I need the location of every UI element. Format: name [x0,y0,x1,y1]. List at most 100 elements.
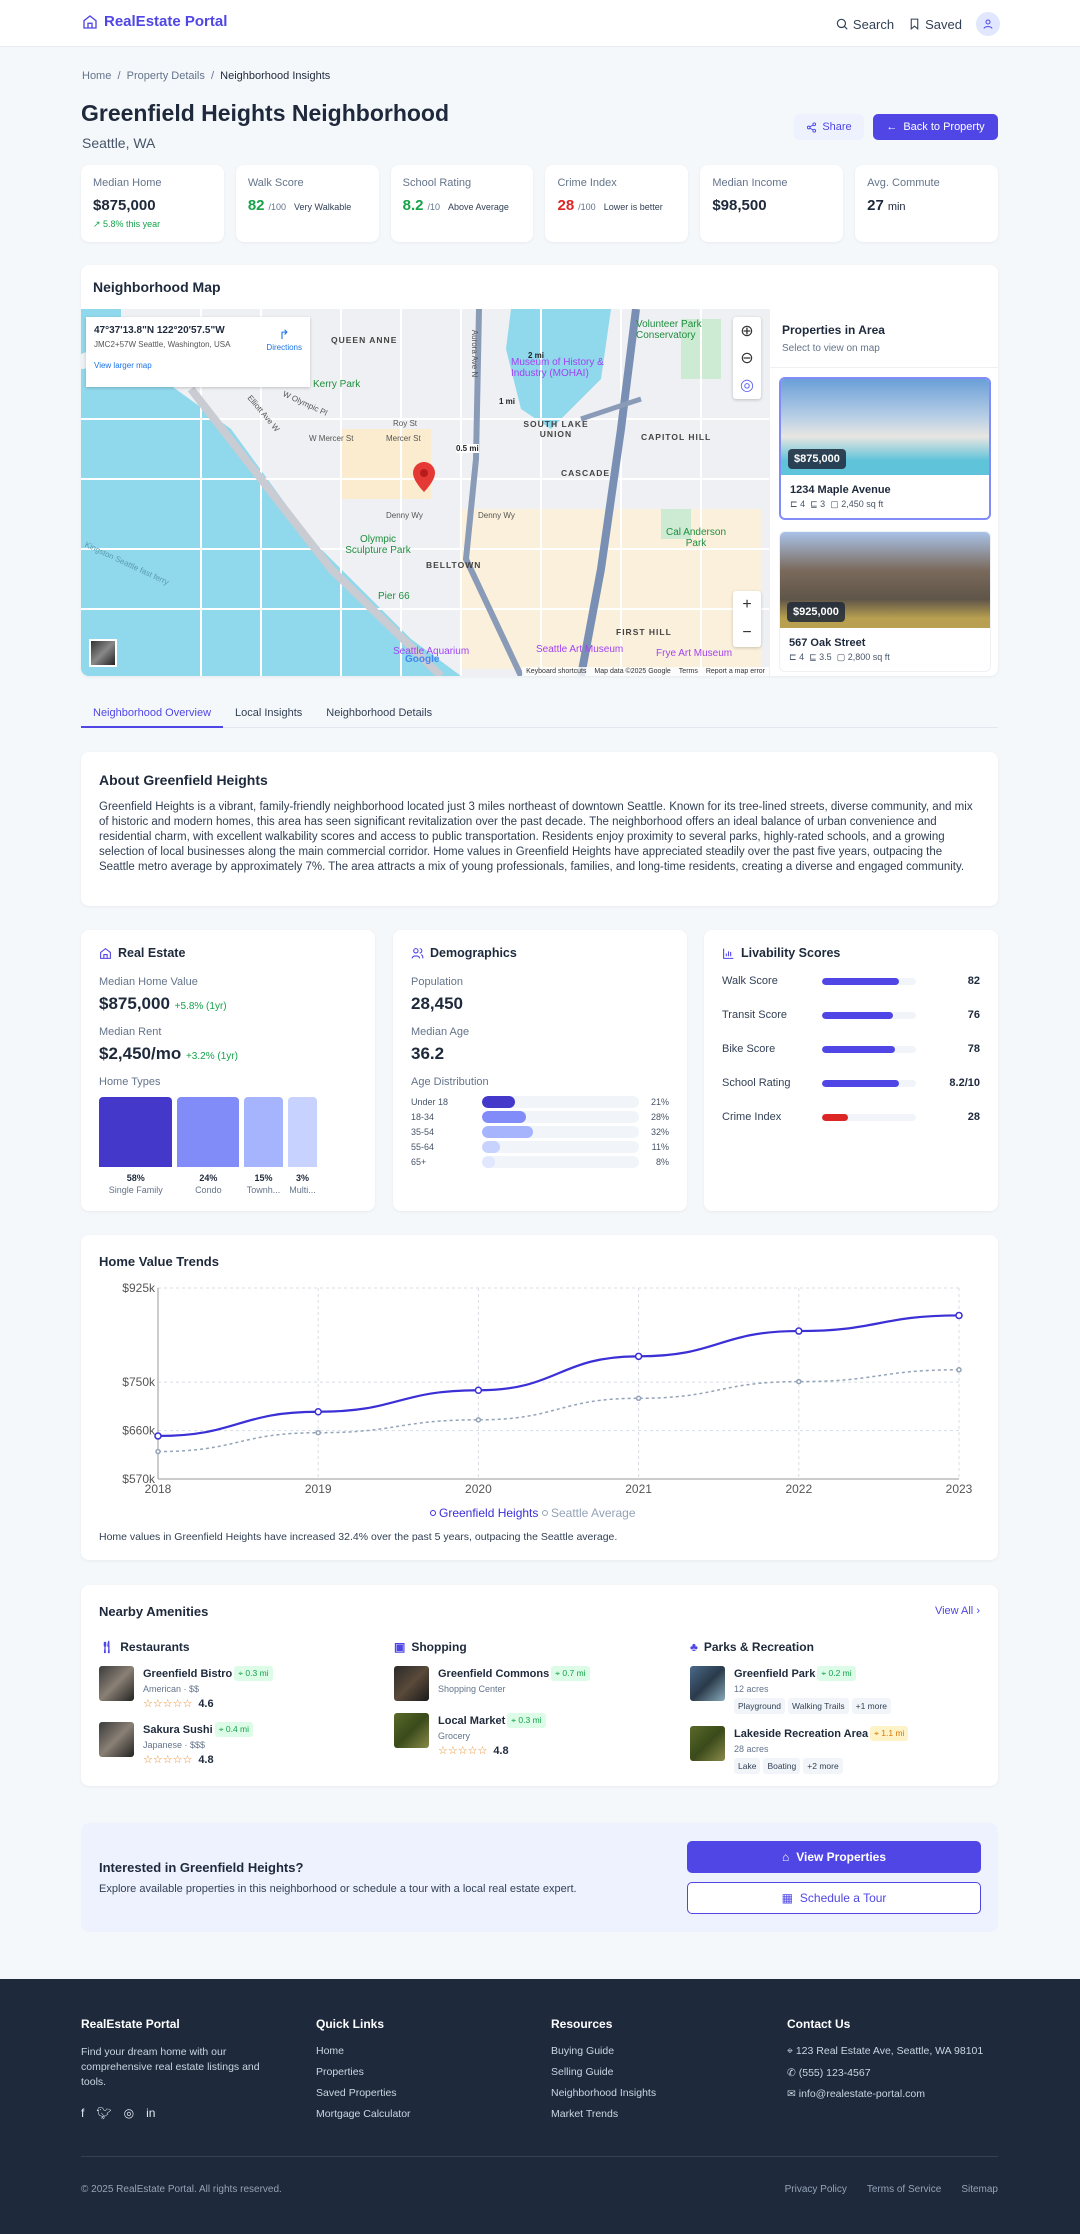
share-button[interactable]: Share [794,114,864,140]
tab-local-insights[interactable]: Local Insights [235,707,303,719]
amenity-item[interactable]: Greenfield Bistro ⌖ 0.3 mi American · $$ ☆☆… [99,1666,379,1710]
stat-unit: min [887,201,906,213]
twitter-icon[interactable]: 🐦︎ [96,2106,112,2120]
footer-link-home[interactable]: Home [316,2045,345,2057]
footer-link-insights[interactable]: Neighborhood Insights [551,2087,657,2099]
user-avatar[interactable] [976,12,1000,36]
amenity-thumbnail [690,1666,725,1701]
median-age-value: 36.2 [411,1044,445,1063]
data-point [635,1395,642,1402]
property-card[interactable]: $925,000 567 Oak Street ⊏ 4 ⊑ 3.5 ▢ 2,80… [779,531,991,672]
sqft: 2,450 sq ft [841,499,884,509]
bath-icon: ⊑ [810,499,818,509]
satellite-toggle[interactable] [89,639,117,667]
amenity-tags: Lake Boating +2 more [734,1758,908,1774]
brand-logo[interactable]: RealEstate Portal [82,13,227,30]
rating: ☆☆☆☆☆ 4.8 [438,1744,546,1758]
livability-label: Bike Score [722,1043,776,1055]
livability-label: Walk Score [722,975,778,987]
zoom-minus-button[interactable]: − [742,624,752,641]
map-pin-icon: ⌖ [238,1668,246,1678]
amenity-column: ♣ Parks & Recreation Greenfield Park ⌖ 0.2 … [690,1640,970,1774]
footer-link-trends[interactable]: Market Trends [551,2108,619,2120]
amenities-title: Nearby Amenities [99,1604,209,1619]
property-image: $925,000 [780,532,990,628]
zoom-out-icon[interactable]: ⊖ [740,349,754,367]
directions-label: Directions [266,343,302,352]
sitemap-link[interactable]: Sitemap [961,2184,998,2195]
contact-email[interactable]: info@realestate-portal.com [798,2088,925,2100]
terms-link[interactable]: Terms of Service [866,2184,942,2195]
contact-address: 123 Real Estate Ave, Seattle, WA 98101 [795,2045,984,2057]
tab-neighborhood-overview[interactable]: Neighborhood Overview [81,700,224,728]
directions-button[interactable]: ↱ Directions [266,327,302,352]
arrow-left-icon: ← [886,121,898,133]
map-label: Denny Wy [478,511,515,520]
tab-neighborhood-details[interactable]: Neighborhood Details [326,707,433,719]
schedule-tour-button[interactable]: ▦ Schedule a Tour [687,1882,981,1914]
map-embed[interactable]: QUEEN ANNE Kerry Park Museum of History … [81,309,769,676]
stat-unit: /10 [427,202,441,212]
amenity-item[interactable]: Greenfield Park ⌖ 0.2 mi 12 acres Playgroun… [690,1666,970,1714]
zoom-plus-button[interactable]: + [742,596,752,613]
cta-text: Explore available properties in this nei… [99,1883,577,1895]
age-bar-track [482,1155,640,1168]
distance-badge: ⌖ 0.4 mi [214,1722,254,1737]
footer-link-selling[interactable]: Selling Guide [551,2066,614,2078]
distance-badge: ⌖ 0.7 mi [551,1666,590,1681]
card-title: Demographics [430,946,517,960]
privacy-link[interactable]: Privacy Policy [784,2184,847,2195]
map-data-text: Map data ©2025 Google [594,668,671,675]
search-link[interactable]: Search [835,17,894,32]
map-label: SOUTH LAKE UNION [523,419,589,439]
facebook-icon[interactable]: f [81,2106,85,2120]
amenity-item[interactable]: Local Market ⌖ 0.3 mi Grocery ☆☆☆☆☆ 4.8 [394,1713,674,1757]
age-bar-track [482,1125,640,1138]
amenity-item[interactable]: Greenfield Commons ⌖ 0.7 mi Shopping Cente… [394,1666,674,1701]
breadcrumb-property-details[interactable]: Property Details [126,70,205,82]
terms-link[interactable]: Terms [678,668,698,675]
livability-value: 82 [967,975,980,987]
view-properties-button[interactable]: ⌂ View Properties [687,1841,981,1873]
legend-label: Greenfield Heights [439,1506,538,1520]
linkedin-icon[interactable]: in [146,2106,156,2120]
back-label: Back to Property [903,121,985,133]
data-point [474,1386,483,1394]
amenity-name: Lakeside Recreation Area [734,1727,869,1740]
age-distribution-chart: Under 18 21% 18-34 28% 35-54 32% 55-64 11% 65+ 8% [411,1094,669,1169]
house-icon [100,947,111,959]
footer-link-saved[interactable]: Saved Properties [316,2087,397,2099]
layers-icon[interactable]: ◎ [740,377,754,395]
back-to-property-button[interactable]: ← Back to Property [873,114,998,140]
bookmark-icon [910,18,919,31]
amenity-item[interactable]: Sakura Sushi ⌖ 0.4 mi Japanese · $$$ ☆☆☆☆☆ 4… [99,1722,379,1766]
map-pin-icon: ⌖ [511,1715,519,1725]
instagram-icon[interactable]: ◎ [123,2106,135,2120]
y-tick-label: $660k [122,1424,156,1438]
keyboard-shortcuts-link[interactable]: Keyboard shortcuts [526,668,587,675]
footer-link-buying[interactable]: Buying Guide [551,2045,615,2057]
saved-link[interactable]: Saved [908,17,962,32]
user-icon [983,19,993,29]
view-all-link[interactable]: View All › [935,1605,980,1617]
contact-phone[interactable]: (555) 123-4567 [798,2067,871,2079]
report-error-link[interactable]: Report a map error [705,668,765,675]
property-card[interactable]: $875,000 1234 Maple Avenue ⊏ 4 ⊑ 3 ▢ 2,4… [779,377,991,520]
properties-title: Properties in Area [782,323,885,337]
view-properties-label: View Properties [796,1850,887,1864]
zoom-in-icon[interactable]: ⊕ [740,322,754,340]
map-label: Aurora Ave N [470,329,480,378]
amenity-item[interactable]: Lakeside Recreation Area ⌖ 1.1 mi 28 acres… [690,1726,970,1774]
footer-link-mortgage[interactable]: Mortgage Calculator [316,2108,411,2120]
x-tick-label: 2020 [465,1482,492,1496]
view-larger-map-link[interactable]: View larger map [94,361,152,370]
distance-value: 0.2 mi [828,1668,852,1678]
age-bar-fill [482,1140,500,1153]
distance-value: 0.7 mi [562,1668,586,1678]
area-icon: ▢ [836,652,846,662]
footer-link-properties[interactable]: Properties [316,2066,364,2078]
breadcrumb-home[interactable]: Home [82,70,112,82]
distance-value: 1.1 mi [881,1728,905,1738]
home-type-fill [287,1097,318,1167]
amenity-tags: Playground Walking Trails +1 more [734,1698,892,1714]
